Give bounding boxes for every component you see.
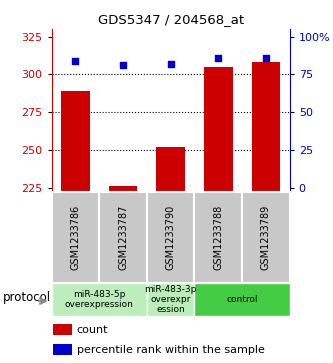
Text: GSM1233788: GSM1233788 [213, 205, 223, 270]
Bar [61, 91, 90, 192]
Text: GSM1233786: GSM1233786 [70, 205, 81, 270]
Point [168, 61, 173, 67]
Bar [52, 192, 99, 283]
Point [73, 58, 78, 64]
Text: protocol: protocol [3, 291, 51, 304]
Point [121, 62, 126, 68]
Bar [194, 283, 290, 316]
Bar [52, 283, 147, 316]
Bar [53, 344, 72, 355]
Bar [157, 147, 185, 192]
Text: GSM1233789: GSM1233789 [261, 205, 271, 270]
Bar [99, 192, 147, 283]
Bar [204, 67, 232, 192]
Bar [194, 192, 242, 283]
Point [216, 55, 221, 61]
Bar [109, 185, 137, 192]
Point [263, 55, 268, 61]
Text: control: control [226, 295, 258, 304]
Bar [242, 192, 290, 283]
Text: GSM1233790: GSM1233790 [166, 205, 176, 270]
Title: GDS5347 / 204568_at: GDS5347 / 204568_at [98, 13, 244, 26]
Bar [147, 283, 194, 316]
Text: miR-483-3p
overexpr
ession: miR-483-3p overexpr ession [145, 285, 197, 314]
Text: count: count [77, 325, 108, 335]
Bar [147, 192, 194, 283]
Bar [252, 62, 280, 192]
Text: GSM1233787: GSM1233787 [118, 205, 128, 270]
Text: percentile rank within the sample: percentile rank within the sample [77, 345, 264, 355]
Text: miR-483-5p
overexpression: miR-483-5p overexpression [65, 290, 134, 309]
Bar [53, 324, 72, 335]
